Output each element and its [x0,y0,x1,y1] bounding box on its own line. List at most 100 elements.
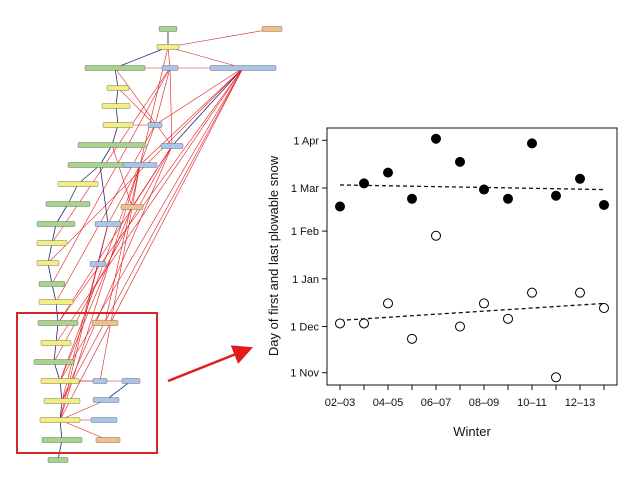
workflow-edge [59,419,109,441]
last-snow-point [335,201,345,212]
workflow-node [47,457,69,463]
workflow-edge [99,164,109,225]
workflow-diagram [16,26,283,463]
workflow-node [77,142,147,148]
y-tick-label: 1 Apr [293,135,319,147]
workflow-edge [111,124,119,146]
workflow-node [33,359,75,365]
workflow-edge [55,322,59,344]
y-tick-label: 1 Feb [291,226,319,238]
x-tick-label: 10–11 [517,397,547,409]
workflow-node [40,378,80,384]
workflow-edge [115,105,119,126]
last-snow-point [551,190,561,201]
x-axis-title: Winter [453,424,491,439]
workflow-node [40,340,72,346]
workflow-edge [59,380,63,402]
y-axis: 1 Nov 1 Dec 1 Jan 1 Feb 1 Mar 1 Apr [290,135,327,380]
workflow-edge [47,242,53,264]
trendlines [339,184,605,322]
workflow-node [161,65,179,71]
workflow-edge [117,87,156,126]
workflow-edge [99,164,141,382]
trendline [339,184,605,191]
workflow-edge [61,145,173,402]
first-snow-point [599,303,609,314]
workflow-node [92,397,120,403]
first-snow-point [551,372,561,383]
snow-chart: 1 Nov 1 Dec 1 Jan 1 Feb 1 Mar 1 Apr 02–03 04–0… [266,127,618,439]
trendline [339,302,605,322]
data-points [335,133,609,383]
workflow-edge [59,67,244,421]
workflow-edge [104,164,141,324]
first-snow-point [575,287,585,298]
workflow-node [41,437,83,443]
workflow-edge [139,67,244,166]
first-snow-point [503,313,513,324]
first-snow-point [407,333,417,344]
workflow-node [38,281,66,287]
workflow-node [45,201,91,207]
first-snow-point [431,230,441,241]
workflow-edge [57,439,63,461]
workflow-edge [114,67,173,147]
last-snow-point [503,193,513,204]
workflow-node [106,85,130,91]
last-snow-point [575,173,585,184]
workflow-node [102,122,134,128]
last-snow-point [383,167,393,178]
y-tick-label: 1 Nov [290,368,319,380]
y-tick-label: 1 Dec [290,322,319,334]
workflow-edge [154,67,244,126]
workflow-edge [67,183,79,205]
y-axis-title: Day of first and last plowable snow [266,155,281,356]
workflow-edge [51,67,171,285]
workflow-edge [114,46,169,69]
workflow-edge [167,28,273,48]
workflow-node [37,320,79,326]
workflow-edge [167,46,244,69]
workflow-node [36,240,68,246]
last-snow-point [431,133,441,144]
x-tick-label: 08–09 [469,397,500,409]
workflow-edge [53,361,61,382]
workflow-edges [47,28,273,461]
workflow-node [67,162,133,168]
last-snow-point [359,178,369,189]
y-tick-label: 1 Jan [292,274,319,286]
workflow-edge [167,46,171,69]
workflow-edge [111,144,133,208]
workflow-edge [55,67,244,344]
x-tick-label: 02–03 [325,397,356,409]
workflow-edge [51,67,171,244]
workflow-node [89,261,107,267]
workflow-edge [171,67,244,147]
workflow-edge [169,67,173,147]
plot-frame [326,127,618,386]
workflow-edge [61,67,244,402]
workflow-node [261,26,283,32]
workflow-edge [53,145,173,363]
workflow-node [57,181,99,187]
workflow-node [121,378,141,384]
workflow-edge [59,419,63,441]
highlight-box [16,312,158,454]
workflow-node [158,26,178,32]
last-snow-point [527,138,537,149]
workflow-node [209,65,277,71]
workflow-node [91,320,119,326]
workflow-node [147,122,163,128]
workflow-edge [107,164,141,225]
workflow-node [122,162,158,168]
y-tick-label: 1 Mar [291,183,319,195]
last-snow-point [479,184,489,195]
workflow-node [38,299,74,305]
workflow-node [120,204,144,210]
workflow-edge [55,124,156,303]
workflow-edge [53,342,57,363]
last-snow-point [455,156,465,167]
x-tick-label: 12–13 [565,397,596,409]
first-snow-point [359,318,369,329]
first-snow-point [479,298,489,309]
